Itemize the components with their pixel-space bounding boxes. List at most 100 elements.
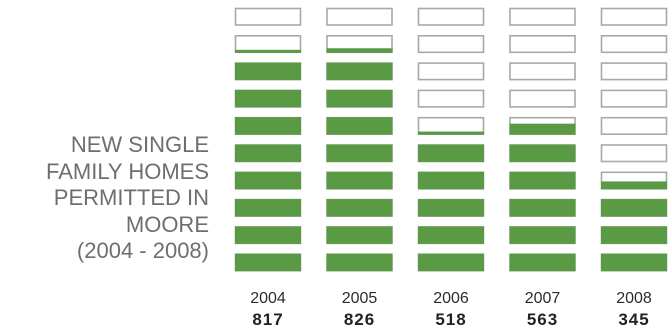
block: [509, 34, 576, 54]
block-fill: [601, 181, 667, 190]
block-fill: [235, 199, 301, 217]
block-outline: [417, 62, 485, 81]
chart-title-line-5: (2004 - 2008): [76, 238, 209, 263]
block: [326, 89, 393, 108]
block-fill: [418, 226, 484, 244]
year-label: 2007: [525, 290, 561, 307]
column-2006: 2006 518: [417, 7, 485, 329]
block: [234, 253, 302, 272]
block: [417, 62, 485, 81]
block: [326, 34, 393, 54]
block: [509, 198, 576, 217]
block-outline: [417, 89, 485, 108]
block-fill: [235, 117, 301, 135]
block-fill: [418, 199, 484, 217]
year-label: 2005: [342, 290, 378, 307]
block: [600, 89, 668, 108]
block-fill: [326, 144, 393, 162]
block: [326, 116, 393, 135]
block-outline: [600, 89, 668, 108]
block: [600, 253, 668, 272]
block-fill: [509, 123, 576, 135]
block-outline: [600, 7, 668, 26]
block-fill: [235, 49, 301, 53]
block-fill: [235, 144, 301, 162]
block-outline: [600, 34, 668, 54]
block: [234, 198, 302, 217]
column-2008: 2008 345: [600, 7, 668, 329]
value-label: 518: [435, 310, 466, 329]
block: [600, 171, 668, 190]
block-fill: [235, 253, 301, 272]
block-fill: [326, 199, 393, 217]
block: [509, 89, 576, 108]
block: [600, 116, 668, 135]
value-label: 817: [252, 310, 283, 329]
block: [234, 7, 302, 26]
block: [417, 253, 485, 272]
block-fill: [509, 253, 576, 272]
block: [509, 226, 576, 245]
block-fill: [326, 89, 393, 108]
block: [326, 253, 393, 272]
block: [509, 144, 576, 163]
chart-title-line-4: MOORE: [125, 211, 209, 237]
block-outline: [509, 34, 576, 54]
block: [600, 34, 668, 54]
block-fill: [235, 226, 301, 244]
year-label: 2008: [616, 290, 652, 307]
block: [417, 198, 485, 217]
column-2004: 2004 817: [234, 7, 302, 329]
block: [509, 62, 576, 81]
block-fill: [601, 253, 667, 272]
block: [326, 171, 393, 190]
column-2007: 2007 563: [509, 7, 576, 329]
block: [509, 171, 576, 190]
block-fill: [418, 131, 484, 135]
block: [234, 62, 302, 81]
block: [234, 226, 302, 245]
block: [600, 198, 668, 217]
block: [326, 198, 393, 217]
block: [417, 171, 485, 190]
block-outline: [509, 62, 576, 81]
block-fill: [326, 171, 393, 190]
block-fill: [418, 253, 484, 272]
block: [417, 116, 485, 135]
block-fill: [509, 171, 576, 190]
column-2005: 2005 826: [326, 7, 393, 329]
block: [509, 7, 576, 26]
block: [326, 7, 393, 26]
chart-title-line-3: PERMITTED IN: [53, 185, 209, 210]
block: [326, 144, 393, 163]
block-outline: [509, 7, 576, 26]
value-label: 826: [344, 310, 375, 329]
block-fill: [418, 144, 484, 162]
block-fill: [418, 171, 484, 190]
block-outline: [509, 89, 576, 108]
block: [234, 89, 302, 108]
year-label: 2004: [250, 290, 286, 307]
block: [509, 253, 576, 272]
block: [600, 144, 668, 163]
block-outline: [600, 62, 668, 81]
chart-title-line-1: NEW SINGLE: [70, 132, 209, 157]
chart-title-line-2: FAMILY HOMES: [45, 158, 209, 184]
block: [417, 34, 485, 54]
block: [234, 144, 302, 163]
block-fill: [235, 62, 301, 81]
block: [234, 171, 302, 190]
block-outline: [600, 144, 668, 163]
block: [417, 7, 485, 26]
block-outline: [234, 7, 302, 26]
block: [417, 144, 485, 163]
block-outline: [417, 7, 485, 26]
block-fill: [509, 144, 576, 162]
block-fill: [326, 62, 393, 81]
block: [234, 34, 302, 54]
block: [326, 62, 393, 81]
block: [509, 116, 576, 135]
block: [600, 62, 668, 81]
block-outline: [600, 116, 668, 135]
